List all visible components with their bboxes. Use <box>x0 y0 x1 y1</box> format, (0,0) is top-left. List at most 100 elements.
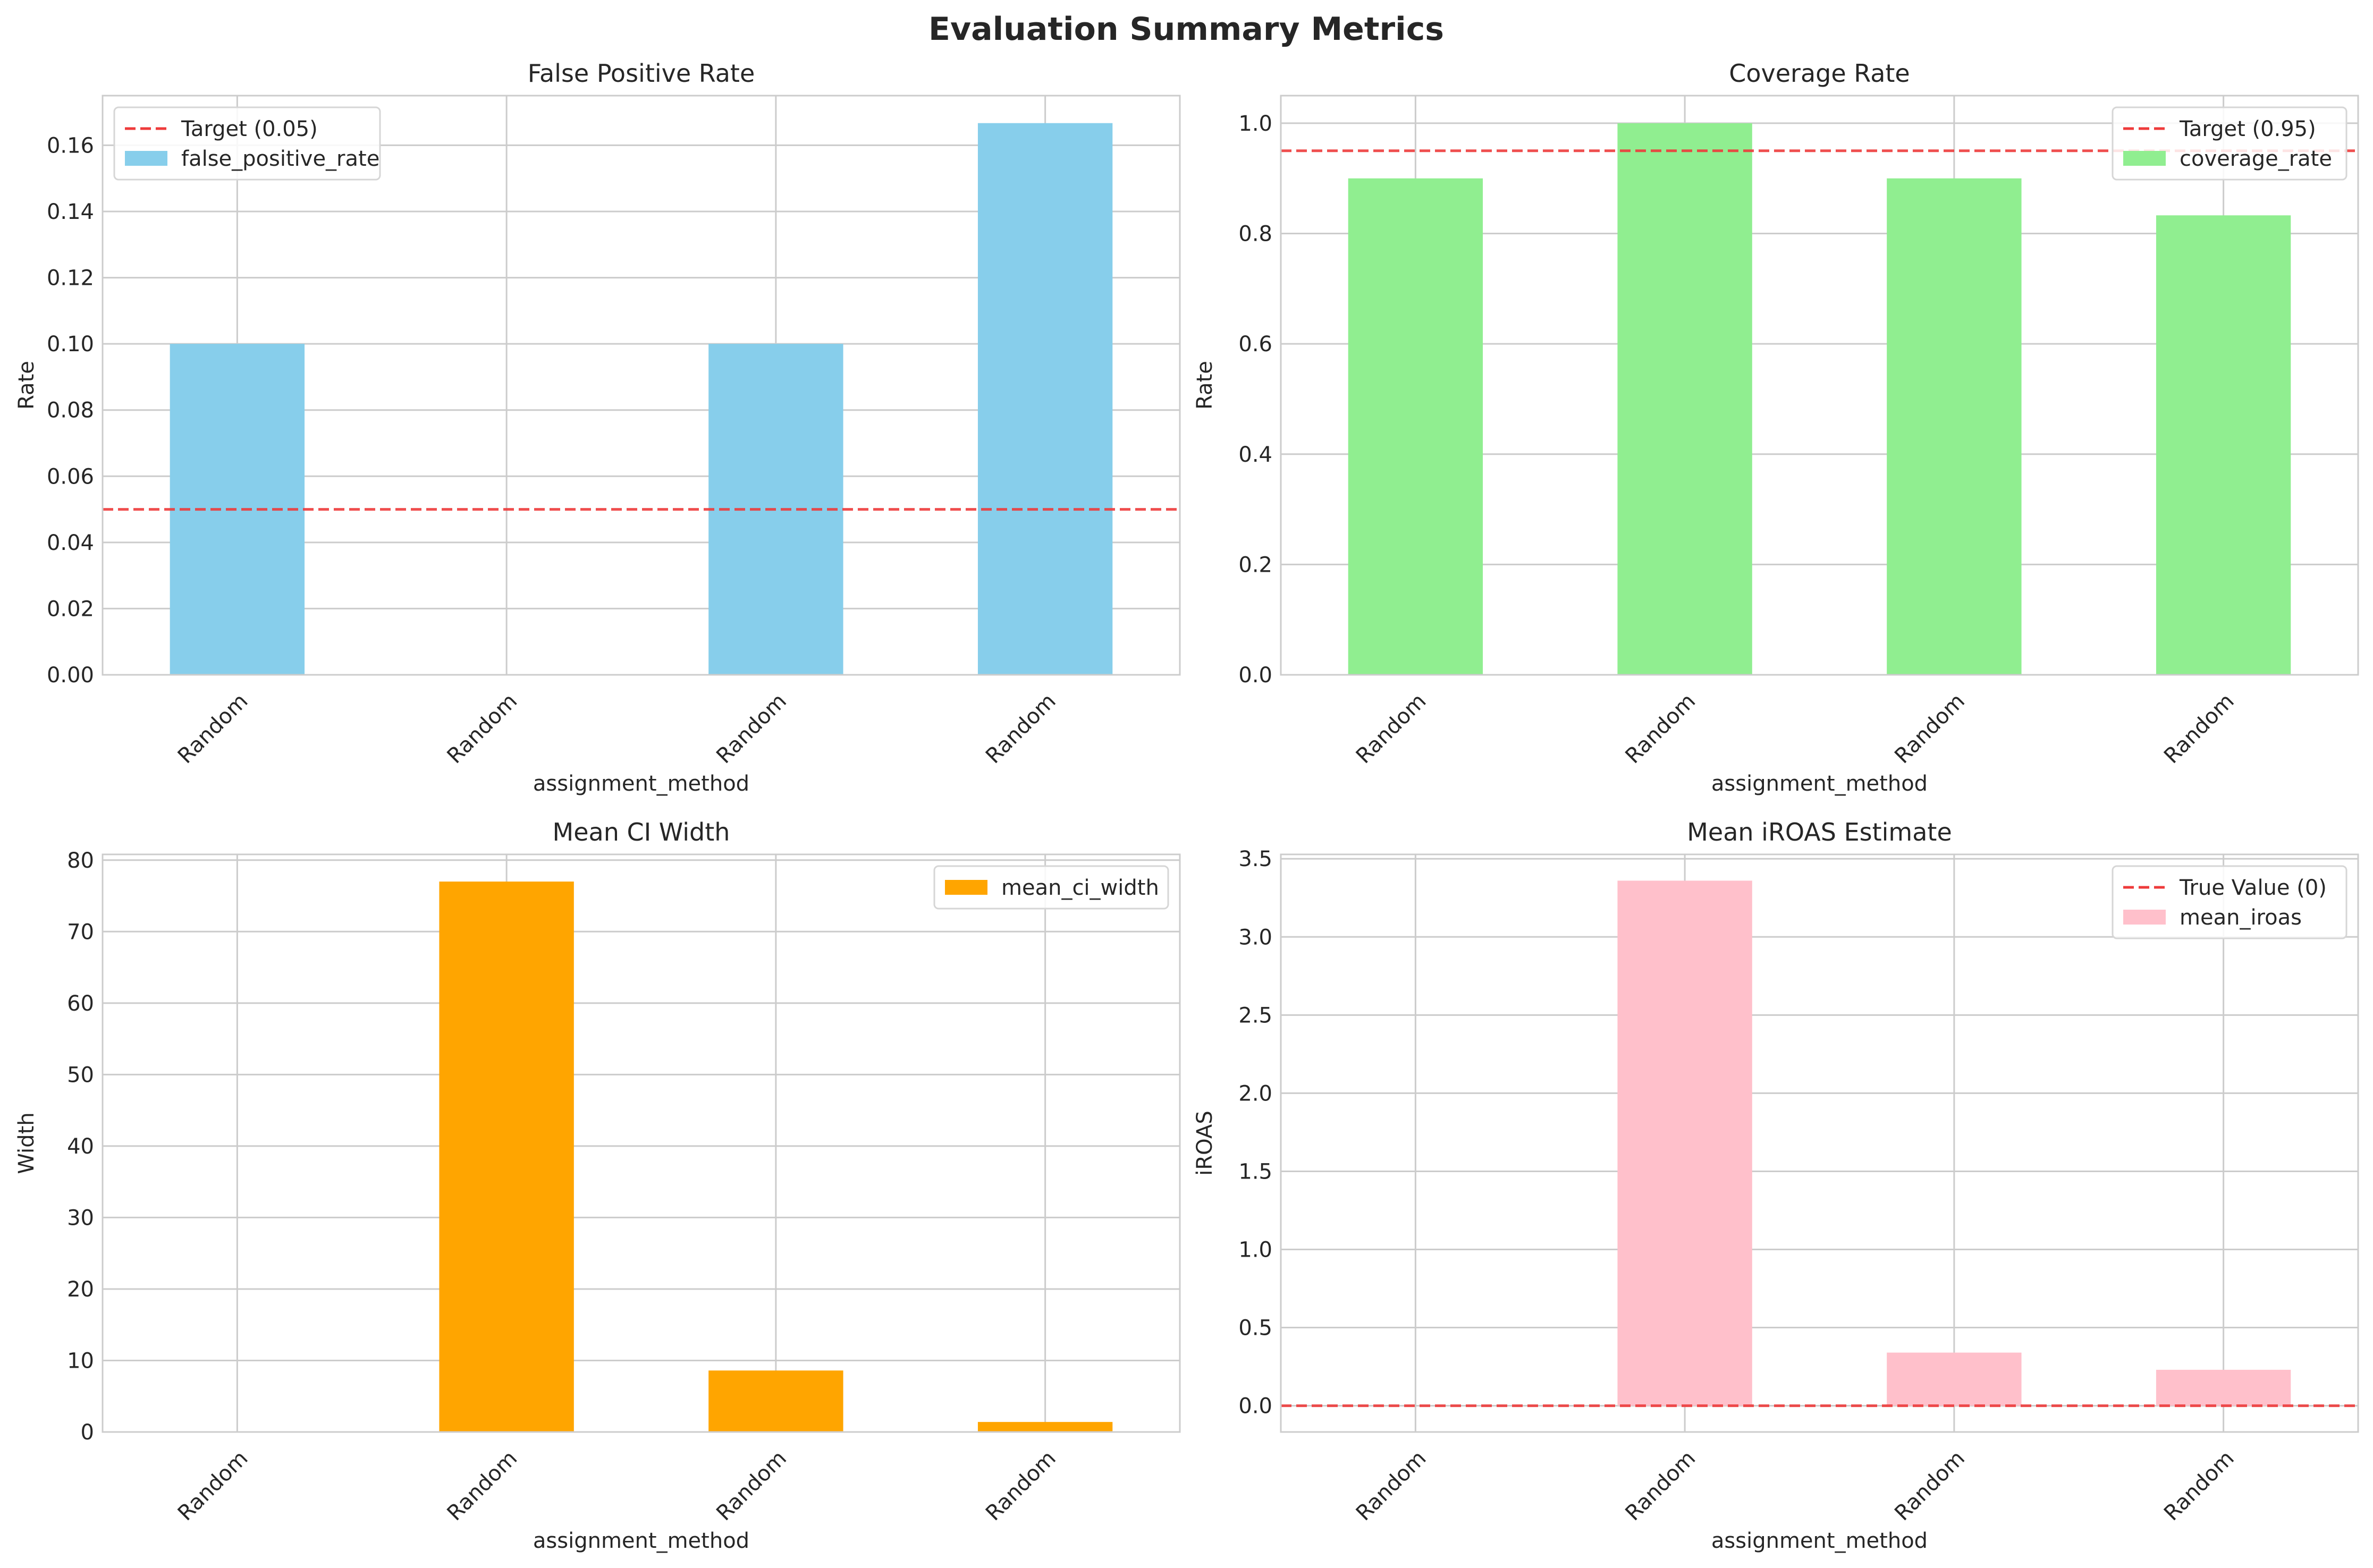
x-tick-label: Random <box>1621 689 1701 769</box>
legend-bar-swatch <box>2123 910 2166 925</box>
y-tick-label: 0.12 <box>47 266 94 291</box>
axes-frame <box>1280 95 2359 676</box>
bar-fpr-3 <box>977 123 1113 675</box>
y-tick-label: 0.6 <box>1238 332 1272 357</box>
bar-ciwidth-3 <box>977 1422 1113 1432</box>
axes-frame <box>102 95 1181 676</box>
y-tick-label: 0.0 <box>1238 1394 1272 1419</box>
figure-title: Evaluation Summary Metrics <box>928 11 1444 48</box>
x-tick-label: Random <box>1352 1446 1431 1526</box>
x-tick-label: Random <box>712 689 791 769</box>
legend-box <box>2112 106 2347 181</box>
x-tick-label: Random <box>1890 689 1970 769</box>
chart-ciwidth: 0 10 20 30 40 50 60 70 80 Random Random Random Rando… <box>14 818 1181 1553</box>
y-tick-label: 0 <box>81 1420 94 1445</box>
legend-label: Target (0.95) <box>2179 117 2316 141</box>
legend-label: True Value (0) <box>2179 876 2327 900</box>
x-tick-label: Random <box>1352 689 1431 769</box>
x-tick-label: Random <box>1890 1446 1970 1526</box>
bar-coverage-0 <box>1348 178 1483 675</box>
y-tick-label: 0.14 <box>47 200 94 224</box>
y-tick-label: 2.0 <box>1238 1081 1272 1106</box>
legend-box <box>2112 865 2347 939</box>
chart-title: Mean iROAS Estimate <box>1687 818 1952 846</box>
legend-label: coverage_rate <box>2180 147 2332 171</box>
bar-iroas-2 <box>1887 1352 2022 1406</box>
legend-bar-swatch <box>125 151 167 166</box>
chart-title: Mean CI Width <box>553 818 730 846</box>
y-tick-label: 20 <box>67 1277 94 1302</box>
y-axis-label: Rate <box>1193 361 1217 410</box>
legend-bar-swatch <box>945 880 987 895</box>
legend-ciwidth: mean_ci_width <box>933 865 1169 910</box>
bar-coverage-1 <box>1617 123 1752 675</box>
y-tick-label: 70 <box>67 920 94 944</box>
legend-box <box>933 865 1169 910</box>
y-tick-label: 0.5 <box>1238 1316 1272 1341</box>
bar-coverage-2 <box>1887 178 2022 675</box>
legend-fpr: Target (0.05) false_positive_rate <box>113 106 381 181</box>
chart-title: Coverage Rate <box>1729 59 1910 88</box>
x-tick-label: Random <box>981 689 1061 769</box>
bar-ciwidth-2 <box>708 1370 843 1432</box>
y-tick-label: 40 <box>67 1134 94 1159</box>
y-tick-label: 0.02 <box>47 597 94 621</box>
x-tick-label: Random <box>981 1446 1061 1526</box>
legend-iroas: True Value (0) mean_iroas <box>2112 865 2347 939</box>
legend-label: mean_ci_width <box>1001 876 1159 900</box>
y-axis-label: iROAS <box>1193 1111 1217 1175</box>
chart-coverage: 0.0 0.2 0.4 0.6 0.8 1.0 Random Random Random Rand… <box>1193 59 2359 796</box>
bar-iroas-1 <box>1617 880 1752 1406</box>
y-tick-label: 0.4 <box>1238 443 1272 467</box>
chart-iroas: 0.0 0.5 1.0 1.5 2.0 2.5 3.0 3.5 Random Random Rand… <box>1193 818 2359 1553</box>
x-tick-label: Random <box>173 689 253 769</box>
legend-coverage: Target (0.95) coverage_rate <box>2112 106 2347 181</box>
x-tick-label: Random <box>443 1446 522 1526</box>
y-tick-label: 0.0 <box>1238 663 1272 688</box>
y-tick-label: 1.5 <box>1238 1159 1272 1184</box>
y-tick-label: 30 <box>67 1206 94 1230</box>
y-tick-label: 0.2 <box>1238 553 1272 577</box>
axes-frame <box>1280 853 2359 1433</box>
legend-label: Target (0.05) <box>181 117 318 141</box>
legend-label: false_positive_rate <box>181 147 379 171</box>
y-tick-label: 10 <box>67 1349 94 1373</box>
x-tick-label: Random <box>1621 1446 1701 1526</box>
y-axis-label: Width <box>14 1112 39 1174</box>
x-tick-label: Random <box>2159 689 2239 769</box>
x-axis-label: assignment_method <box>533 772 749 796</box>
x-axis-label: assignment_method <box>533 1529 749 1553</box>
x-axis-label: assignment_method <box>1711 1529 1928 1553</box>
x-tick-label: Random <box>2159 1446 2239 1526</box>
y-tick-label: 80 <box>67 849 94 873</box>
chart-title: False Positive Rate <box>528 59 755 88</box>
bar-coverage-3 <box>2156 215 2291 675</box>
y-tick-label: 1.0 <box>1238 112 1272 136</box>
y-tick-label: 60 <box>67 991 94 1016</box>
bar-iroas-3 <box>2156 1369 2291 1406</box>
y-tick-label: 0.06 <box>47 464 94 489</box>
y-tick-label: 2.5 <box>1238 1003 1272 1028</box>
y-tick-label: 3.5 <box>1238 847 1272 871</box>
y-tick-label: 1.0 <box>1238 1238 1272 1262</box>
y-tick-label: 0.10 <box>47 332 94 357</box>
x-tick-label: Random <box>443 689 522 769</box>
y-tick-label: 0.04 <box>47 531 94 555</box>
legend-box <box>113 106 381 181</box>
chart-fpr: 0.00 0.02 0.04 0.06 0.08 0.10 0.12 0.14 0.16 Rand… <box>14 59 1181 796</box>
x-tick-label: Random <box>712 1446 791 1526</box>
charts-root: 0.000.020.040.060.080.100.120.140.16Rand… <box>14 59 2359 1553</box>
legend-bar-swatch <box>2123 151 2166 166</box>
x-axis-label: assignment_method <box>1711 772 1928 796</box>
y-tick-label: 0.08 <box>47 399 94 423</box>
y-tick-label: 50 <box>67 1063 94 1087</box>
bar-ciwidth-1 <box>439 882 574 1432</box>
y-axis-label: Rate <box>14 361 39 410</box>
axes-frame <box>102 853 1181 1433</box>
y-tick-label: 0.16 <box>47 133 94 158</box>
legend-label: mean_iroas <box>2180 905 2302 930</box>
y-tick-label: 0.00 <box>47 663 94 688</box>
y-tick-label: 0.8 <box>1238 222 1272 247</box>
